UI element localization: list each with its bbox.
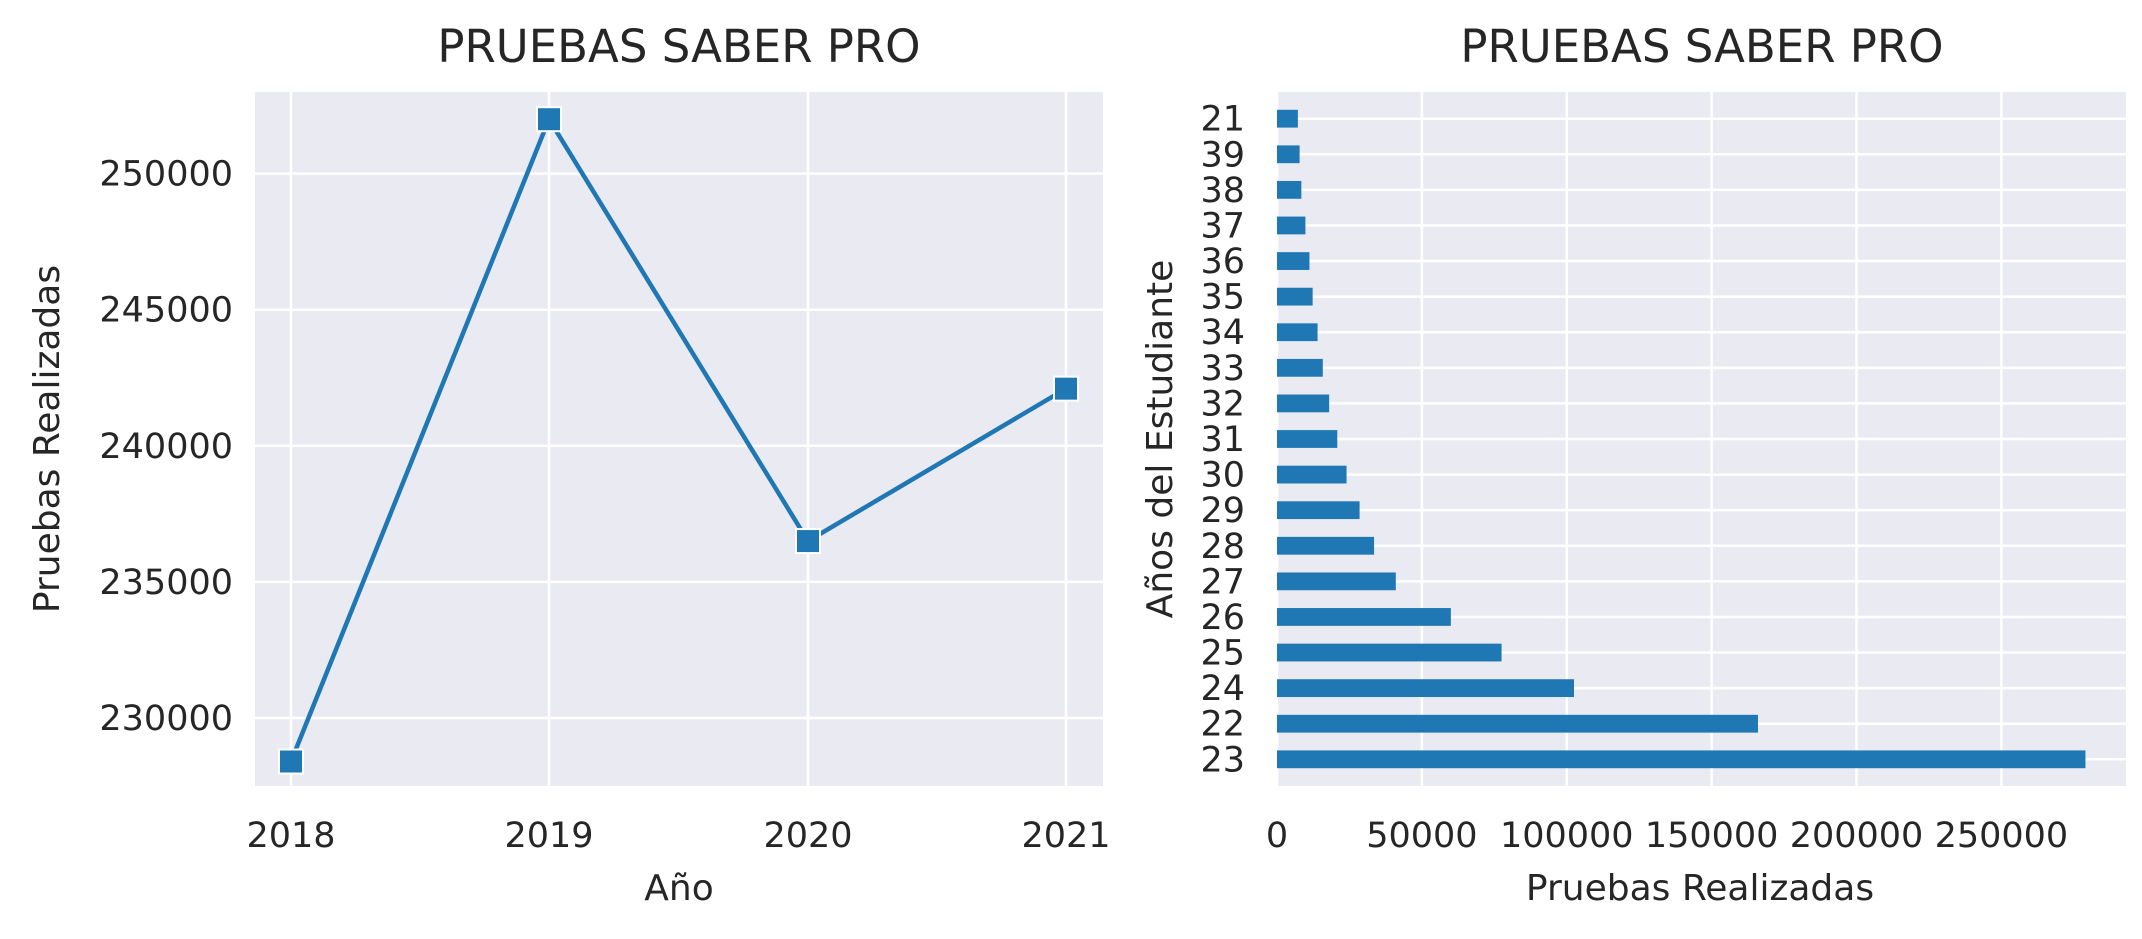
bar-y-tick-label: 35 <box>1200 278 1245 318</box>
bar <box>1277 323 1318 342</box>
line-x-tick-label: 2020 <box>763 816 852 856</box>
bar-y-tick-label: 27 <box>1200 562 1245 602</box>
line-y-tick-labels: 230000 235000 240000 245000 250000 <box>99 155 233 739</box>
line-series-group <box>278 106 1079 775</box>
bar-x-tick-label: 200000 <box>1790 816 1924 856</box>
bar-x-tick-labels: 0 50000 100000 150000 200000 250000 <box>1266 816 2068 856</box>
bar-y-tick-label: 33 <box>1200 349 1245 389</box>
bar-chart-title: PRUEBAS SABER PRO <box>1460 20 1943 73</box>
line-x-tick-label: 2019 <box>504 816 593 856</box>
bar-y-axis-label: Años del Estudiante <box>1140 260 1181 619</box>
bar-series-group <box>1277 109 2086 769</box>
line-x-tick-label: 2018 <box>246 816 335 856</box>
bar <box>1277 216 1306 235</box>
bar-y-tick-label: 34 <box>1200 313 1245 353</box>
bar-y-tick-label: 30 <box>1200 456 1245 496</box>
bar <box>1277 430 1338 448</box>
bar <box>1277 643 1502 662</box>
bar-x-axis-label: Pruebas Realizadas <box>1526 868 1874 909</box>
bar <box>1277 358 1323 377</box>
line-chart-title: PRUEBAS SABER PRO <box>437 20 920 73</box>
bar <box>1277 572 1396 591</box>
bar <box>1277 145 1300 164</box>
line-point-marker <box>795 528 821 555</box>
line-point-marker <box>536 106 562 133</box>
bar-y-tick-label: 24 <box>1200 669 1245 709</box>
bar-y-tick-label: 21 <box>1200 100 1245 140</box>
bar <box>1277 536 1375 555</box>
line-y-axis-label: Pruebas Realizadas <box>27 265 68 613</box>
line-x-tick-label: 2021 <box>1021 816 1110 856</box>
bar-y-tick-label: 25 <box>1200 634 1245 674</box>
bar <box>1277 394 1330 413</box>
line-y-tick-label: 250000 <box>99 155 233 195</box>
bar <box>1277 180 1302 199</box>
bar-y-tick-label: 38 <box>1200 171 1245 211</box>
line-point-marker <box>278 748 304 775</box>
bar <box>1277 679 1575 698</box>
bar-y-tick-label: 29 <box>1200 491 1245 531</box>
bar-y-tick-label: 28 <box>1200 527 1245 567</box>
line-x-axis-label: Año <box>644 868 713 909</box>
bar-y-tick-label: 37 <box>1200 206 1245 246</box>
bar <box>1277 465 1347 484</box>
bar-y-tick-label: 26 <box>1200 598 1245 638</box>
line-point-marker <box>1053 375 1079 402</box>
bar <box>1277 714 1759 733</box>
line-series-path <box>288 116 1068 763</box>
line-y-tick-label: 230000 <box>99 699 233 739</box>
line-y-tick-label: 235000 <box>99 563 233 603</box>
bar <box>1277 750 2086 769</box>
bar-x-tick-label: 100000 <box>1500 816 1634 856</box>
bar <box>1277 501 1360 520</box>
bar-y-tick-label: 31 <box>1200 420 1245 460</box>
bar-x-tick-label: 250000 <box>1935 816 2069 856</box>
line-y-tick-label: 240000 <box>99 427 233 467</box>
line-plot-area <box>255 92 1103 786</box>
bar <box>1277 109 1298 128</box>
bar-y-tick-label: 39 <box>1200 135 1245 175</box>
bar-y-tick-label: 23 <box>1200 740 1245 780</box>
bar-y-tick-label: 22 <box>1200 705 1245 745</box>
line-x-tick-labels: 2018 2019 2020 2021 <box>246 816 1110 856</box>
bar-y-tick-label: 32 <box>1200 384 1245 424</box>
bar <box>1277 608 1451 626</box>
bar <box>1277 252 1310 270</box>
line-grid <box>255 92 1103 786</box>
bar-x-tick-label: 0 <box>1266 816 1288 856</box>
bar <box>1277 287 1313 306</box>
line-y-tick-label: 245000 <box>99 291 233 331</box>
bar-y-tick-label: 36 <box>1200 242 1245 282</box>
bar-x-tick-label: 50000 <box>1366 816 1477 856</box>
bar-x-tick-label: 150000 <box>1645 816 1779 856</box>
